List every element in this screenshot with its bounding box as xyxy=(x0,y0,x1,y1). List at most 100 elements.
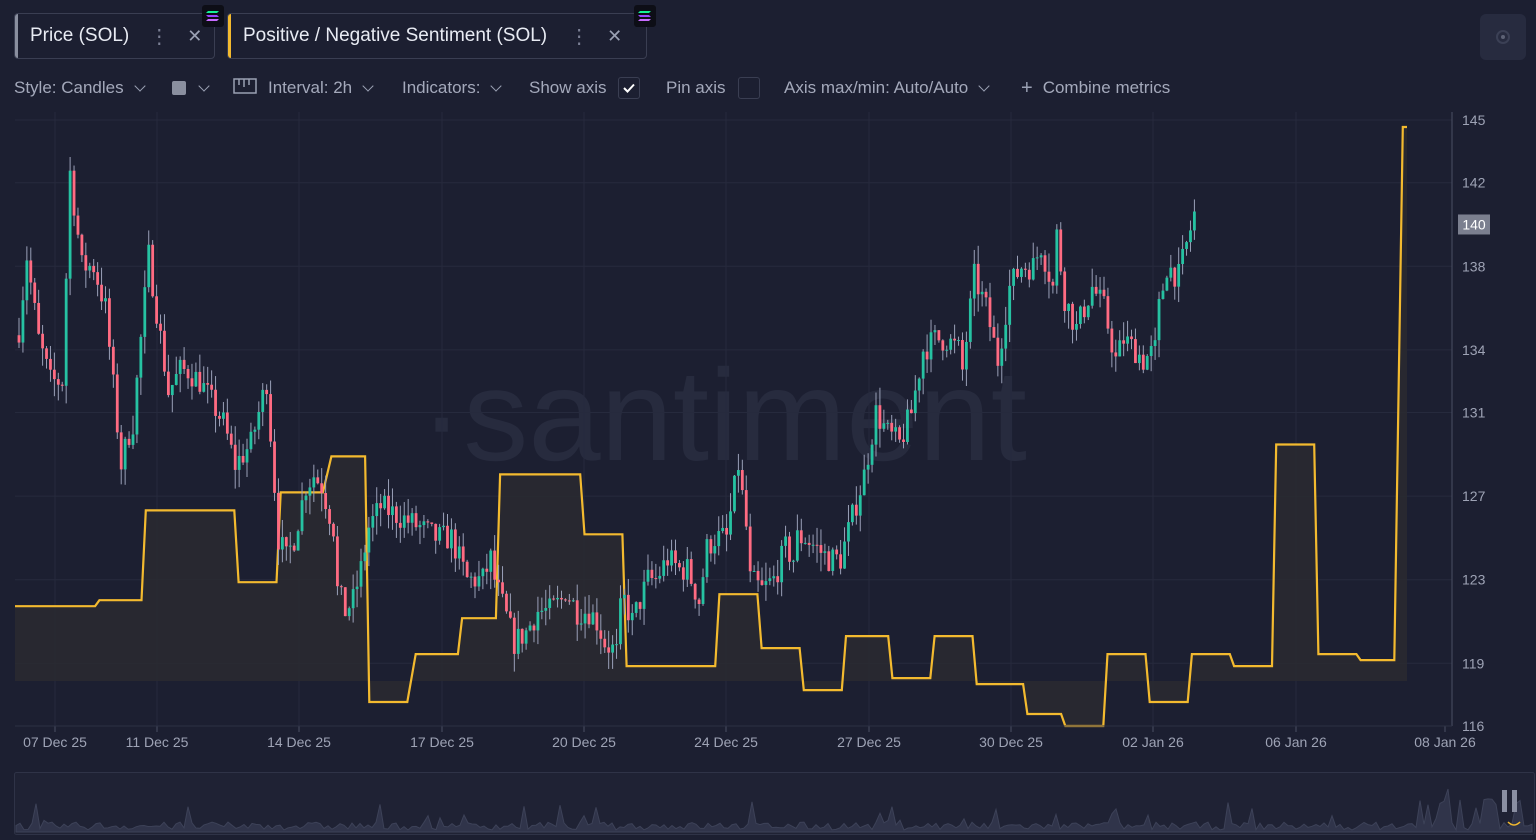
candle xyxy=(1023,262,1027,278)
settings-button[interactable] xyxy=(1480,14,1526,60)
candle xyxy=(823,543,827,565)
metric-tab-price[interactable]: Price (SOL) ⋮ ✕ xyxy=(14,13,215,59)
close-icon[interactable]: ✕ xyxy=(187,25,203,46)
candle xyxy=(835,545,839,560)
candle xyxy=(37,289,41,335)
navigator-handle-right[interactable] xyxy=(1512,790,1517,812)
candle-body xyxy=(210,384,214,390)
candle-body xyxy=(367,527,371,553)
close-icon[interactable]: ✕ xyxy=(607,25,623,46)
candle-series xyxy=(17,156,1196,672)
candle xyxy=(965,331,968,387)
candle xyxy=(1185,240,1188,256)
candle-body xyxy=(1177,264,1181,287)
candle-body xyxy=(1043,255,1047,272)
candle-body xyxy=(607,647,611,653)
candle xyxy=(678,560,681,572)
candle-body xyxy=(847,522,850,542)
price-sentiment-chart[interactable]: ·santiment 145 142 138 134 131 127 123 119 116 07… xyxy=(0,80,1536,840)
candle xyxy=(819,529,823,572)
candle xyxy=(882,409,886,432)
candle xyxy=(170,384,174,413)
candle xyxy=(461,533,465,576)
candle-body xyxy=(104,298,107,302)
axis-range-dropdown[interactable]: Axis max/min: Auto/Auto xyxy=(784,76,990,100)
combine-metrics-button[interactable]: + Combine metrics xyxy=(1021,76,1170,100)
candle-body xyxy=(839,554,843,569)
candle-body xyxy=(780,545,784,583)
candle xyxy=(80,233,84,263)
candle-body xyxy=(949,338,953,350)
candle xyxy=(552,595,556,601)
candle xyxy=(394,501,398,538)
candle-body xyxy=(1185,242,1188,249)
candle-body xyxy=(1067,303,1071,312)
candle-body xyxy=(261,389,265,412)
candle xyxy=(21,286,25,353)
candle-body xyxy=(312,477,316,488)
candle-body xyxy=(336,536,339,587)
more-options-icon[interactable]: ⋮ xyxy=(569,25,590,48)
candle-body xyxy=(426,521,430,523)
candle-body xyxy=(469,576,473,578)
candle xyxy=(638,601,642,620)
candle-body xyxy=(552,598,556,600)
candle xyxy=(312,464,316,503)
candle-body xyxy=(166,371,170,396)
metric-tab-sentiment[interactable]: Positive / Negative Sentiment (SOL) ⋮ ✕ xyxy=(227,13,647,59)
candle-body xyxy=(1145,356,1149,370)
candle xyxy=(398,505,402,543)
more-options-icon[interactable]: ⋮ xyxy=(149,25,170,48)
candle xyxy=(438,523,442,545)
candle xyxy=(839,540,843,575)
candle xyxy=(347,606,351,621)
style-dropdown[interactable]: Style: Candles xyxy=(14,76,146,100)
last-price-label: 140 xyxy=(1462,216,1486,232)
candle-body xyxy=(265,389,269,395)
candle-body xyxy=(41,333,44,349)
candle xyxy=(198,354,202,395)
candle xyxy=(807,534,811,557)
candle xyxy=(273,429,276,501)
candle xyxy=(866,453,870,484)
show-axis-toggle[interactable]: Show axis xyxy=(529,76,641,100)
candle xyxy=(1110,320,1114,368)
candle xyxy=(422,514,426,538)
navigator-handle-left[interactable] xyxy=(1502,790,1507,812)
candle-body xyxy=(615,644,618,646)
candle-body xyxy=(49,358,52,370)
candle-body xyxy=(835,549,839,555)
candle-body xyxy=(654,578,658,580)
interval-dropdown[interactable]: Interval: 2h xyxy=(233,76,374,100)
pin-axis-toggle[interactable]: Pin axis xyxy=(666,76,760,100)
candle-body xyxy=(799,530,803,544)
candle-body xyxy=(866,464,870,470)
candle-body xyxy=(972,263,976,299)
candle-body xyxy=(1126,336,1129,344)
color-dropdown[interactable] xyxy=(172,76,210,100)
candle-body xyxy=(108,298,111,347)
candle-body xyxy=(406,515,410,523)
candle-body xyxy=(1027,269,1031,280)
candle-body xyxy=(512,617,516,654)
candle-body xyxy=(678,563,681,568)
navigator-minimap[interactable] xyxy=(14,772,1536,836)
candle-body xyxy=(501,582,504,594)
indicators-dropdown[interactable]: Indicators: xyxy=(402,76,503,100)
candle xyxy=(163,314,166,377)
candle xyxy=(418,520,422,545)
candle-body xyxy=(269,394,272,442)
candle xyxy=(744,475,748,531)
pin-axis-checkbox[interactable] xyxy=(737,77,760,99)
candle xyxy=(1027,262,1031,288)
candle-body xyxy=(84,255,88,271)
candle xyxy=(127,431,131,448)
candle-body xyxy=(96,272,100,285)
candle-body xyxy=(359,561,363,587)
candle xyxy=(497,564,500,596)
candle-body xyxy=(528,625,532,631)
show-axis-checkbox[interactable] xyxy=(618,77,641,99)
candle-body xyxy=(45,348,48,359)
x-tick-label: 11 Dec 25 xyxy=(126,734,189,750)
candle-body xyxy=(505,593,508,612)
